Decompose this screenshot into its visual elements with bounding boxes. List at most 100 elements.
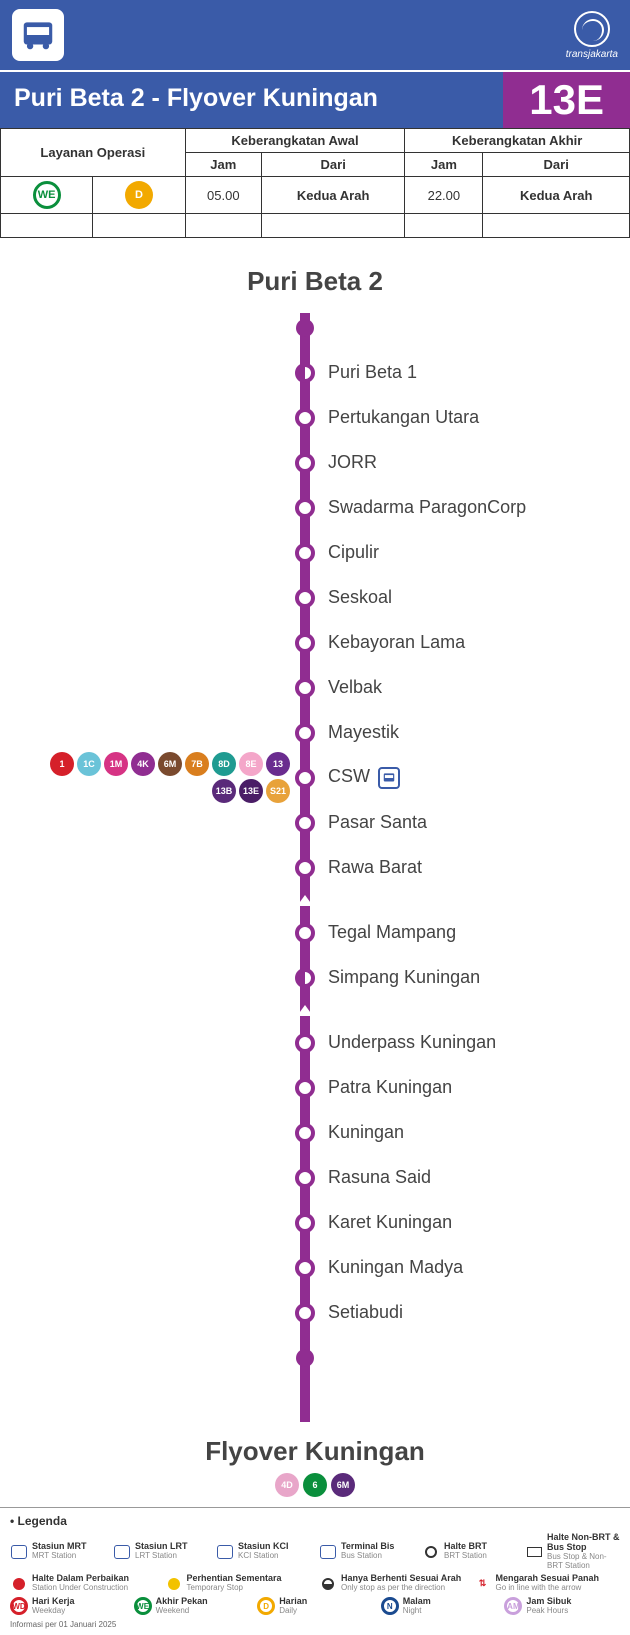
route-badge: 1 [50,752,74,776]
stop-label: Kuningan Madya [328,1257,463,1278]
stop-label: Karet Kuningan [328,1212,452,1233]
route-badge: 7B [185,752,209,776]
stop-row [0,1000,630,1020]
legend: • Legenda Stasiun MRTMRT StationStasiun … [0,1507,630,1635]
legend-item: Stasiun KCIKCI Station [216,1533,311,1570]
badge-d: D [93,177,185,214]
stop-row: Seskoal [0,575,630,620]
stop-row: Mayestik [0,710,630,755]
stop-row: Setiabudi [0,1290,630,1335]
terminal-start: Puri Beta 2 [0,266,630,297]
stop-label: Velbak [328,677,382,698]
stop-marker [295,588,315,608]
stop-marker [295,453,315,473]
legend-item: Perhentian SementaraTemporary Stop [165,1574,312,1593]
stop-marker [295,1033,315,1053]
stop-marker [295,633,315,653]
route-badge: 6 [303,1473,327,1497]
legend-item: Halte BRTBRT Station [422,1533,517,1570]
stop-row: Simpang Kuningan [0,955,630,1000]
legend-item: Stasiun LRTLRT Station [113,1533,208,1570]
route-badge: 1C [77,752,101,776]
route-badge: 8D [212,752,236,776]
transjakarta-logo: transjakarta [566,11,618,60]
stop-marker [295,543,315,563]
stop-marker [295,768,315,788]
stop-row: Underpass Kuningan [0,1020,630,1065]
stop-row: Karet Kuningan [0,1200,630,1245]
stop-row: Tegal Mampang [0,910,630,955]
stop-marker [295,1168,315,1188]
legend-item: Terminal BisBus Station [319,1533,414,1570]
th-layanan: Layanan Operasi [1,129,186,177]
stop-label: Mayestik [328,722,399,743]
stop-marker [295,923,315,943]
stop-row: Kebayoran Lama [0,620,630,665]
badge-we: WE [1,177,93,214]
legend-item: Hanya Berhenti Sesuai ArahOnly stop as p… [319,1574,466,1593]
stop-label: Seskoal [328,587,392,608]
stop-row: CSW11C1M4K6M7B8D8E1313B13ES21 [0,755,630,800]
stop-row [0,1335,630,1380]
legend-item: Halte Dalam PerbaikanStation Under Const… [10,1574,157,1593]
stop-marker [295,813,315,833]
route-badge: 13 [266,752,290,776]
route-name: Puri Beta 2 - Flyover Kuningan [0,72,503,128]
legend-item: ⇅Mengarah Sesuai PanahGo in line with th… [474,1574,621,1593]
stop-label: Underpass Kuningan [328,1032,496,1053]
stop-marker [295,723,315,743]
schedule-table: Layanan Operasi Keberangkatan Awal Keber… [0,128,630,238]
stop-marker [296,1349,314,1367]
route-map: Puri Beta 2 Puri Beta 1 Pertukangan Utara… [0,246,630,1507]
stop-label: Pertukangan Utara [328,407,479,428]
stop-row [0,890,630,910]
stop-marker [295,678,315,698]
stop-label: Setiabudi [328,1302,403,1323]
end-connections: 4D66M [0,1473,630,1497]
stop-marker [295,498,315,518]
stop-row [0,305,630,350]
stop-marker [295,858,315,878]
stop-row: Pertukangan Utara [0,395,630,440]
route-badge: 6M [331,1473,355,1497]
stop-marker [297,1005,313,1016]
stop-marker [295,1303,315,1323]
stop-marker [295,408,315,428]
terminal-end: Flyover Kuningan [0,1436,630,1467]
stop-label: Rawa Barat [328,857,422,878]
route-badge: 4K [131,752,155,776]
stop-label: Swadarma ParagonCorp [328,497,526,518]
stop-label: Rasuna Said [328,1167,431,1188]
stop-marker [295,968,315,988]
legend-item: Stasiun MRTMRT Station [10,1533,105,1570]
th-akhir: Keberangkatan Akhir [405,129,630,153]
stop-row: Patra Kuningan [0,1065,630,1110]
bus-icon [12,9,64,61]
stop-label: Simpang Kuningan [328,967,480,988]
route-header: Puri Beta 2 - Flyover Kuningan 13E [0,70,630,128]
legend-item: Halte Non-BRT & Bus StopBus Stop & Non-B… [525,1533,620,1570]
stop-marker [295,1258,315,1278]
stop-label: JORR [328,452,377,473]
stop-row: Rawa Barat [0,845,630,890]
stop-marker [297,895,313,906]
mrt-icon [378,767,400,789]
stop-row: JORR [0,440,630,485]
stop-label: CSW [328,766,400,788]
route-code: 13E [503,72,630,128]
stop-row: Rasuna Said [0,1155,630,1200]
route-badge: 6M [158,752,182,776]
interchange-badges: 11C1M4K6M7B8D8E1313B13ES21 [40,752,290,803]
stop-marker [295,1123,315,1143]
route-badge: 1M [104,752,128,776]
stop-label: Cipulir [328,542,379,563]
stop-label: Pasar Santa [328,812,427,833]
stop-label: Patra Kuningan [328,1077,452,1098]
stop-row: Swadarma ParagonCorp [0,485,630,530]
stop-label: Kebayoran Lama [328,632,465,653]
route-badge: 8E [239,752,263,776]
route-badge: 4D [275,1473,299,1497]
stop-marker [295,363,315,383]
header-top: transjakarta [0,0,630,70]
stop-row: Puri Beta 1 [0,350,630,395]
